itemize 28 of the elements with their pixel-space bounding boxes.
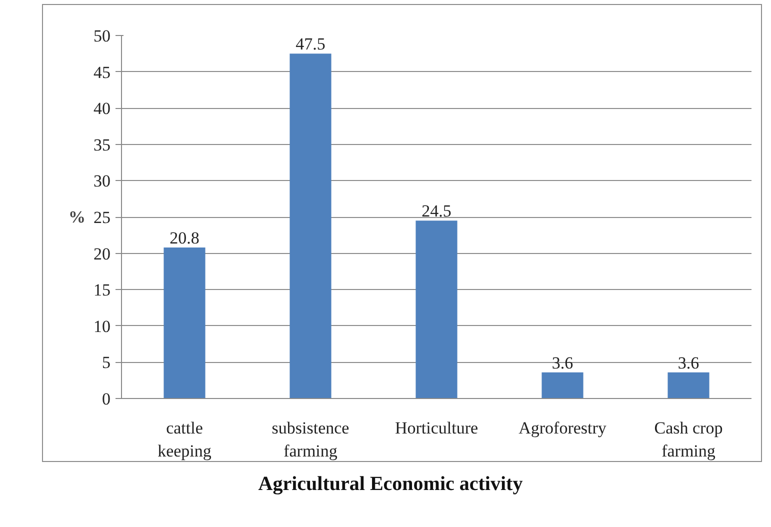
x-tick-label: Agroforestry bbox=[518, 418, 607, 438]
y-axis-title: % bbox=[68, 208, 86, 226]
y-tick-label: 45 bbox=[94, 62, 110, 82]
x-tick-label: Horticulture bbox=[394, 418, 478, 438]
bar bbox=[164, 247, 206, 398]
y-tick-label: 15 bbox=[94, 280, 110, 300]
y-tick-label: 25 bbox=[94, 208, 110, 227]
y-tick-label: 0 bbox=[102, 390, 110, 408]
y-tick-label: 30 bbox=[94, 172, 110, 191]
x-tick-label: subsistence farming bbox=[272, 418, 350, 460]
y-tick-label: 10 bbox=[94, 316, 110, 336]
x-axis-title: Agricultural Economic activity bbox=[258, 472, 523, 497]
data-label: 24.5 bbox=[422, 202, 452, 221]
bar bbox=[416, 220, 458, 398]
y-tick-label: 50 bbox=[94, 26, 110, 46]
y-tick-label: 40 bbox=[94, 99, 110, 118]
y-tick-label: 35 bbox=[94, 135, 110, 154]
bar bbox=[290, 54, 332, 398]
data-label: 3.6 bbox=[678, 353, 700, 372]
y-tick-label: 5 bbox=[102, 353, 110, 372]
bar bbox=[542, 372, 584, 398]
data-label: 47.5 bbox=[296, 34, 326, 54]
y-tick-label: 20 bbox=[94, 244, 110, 264]
data-label: 20.8 bbox=[170, 228, 200, 248]
x-tick-label: Cash crop farming bbox=[654, 418, 723, 460]
x-tick-label: cattle keeping bbox=[158, 418, 212, 460]
data-label: 3.6 bbox=[552, 353, 574, 372]
bar bbox=[668, 372, 710, 398]
